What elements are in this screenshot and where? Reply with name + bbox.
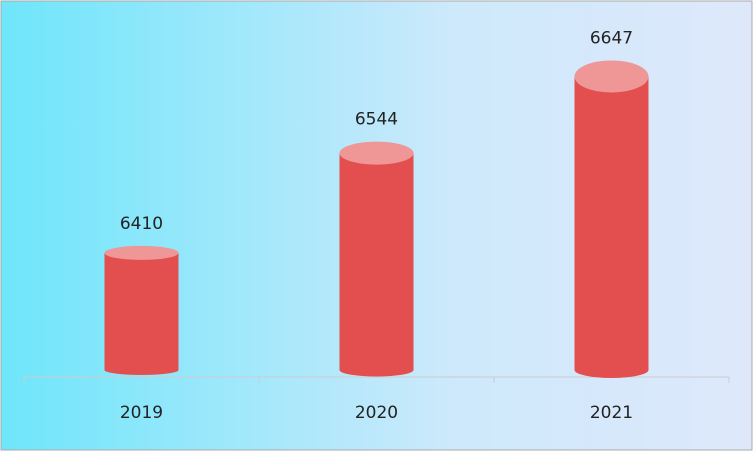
x-axis-ticks (23, 377, 730, 383)
bar-body (104, 252, 179, 375)
x-tick-label: 2021 (590, 403, 633, 423)
value-label: 6410 (120, 214, 163, 234)
value-label: 6544 (355, 110, 398, 130)
bar-top (339, 141, 414, 165)
bar (574, 60, 649, 378)
bar-top (104, 245, 179, 260)
bar (104, 245, 179, 375)
bar-body (574, 76, 649, 378)
bar-body (339, 153, 414, 377)
bar (339, 141, 414, 377)
x-tick-label: 2019 (120, 403, 163, 423)
bar-top (574, 60, 649, 93)
x-tick-label: 2020 (355, 403, 398, 423)
value-label: 6647 (590, 28, 633, 48)
